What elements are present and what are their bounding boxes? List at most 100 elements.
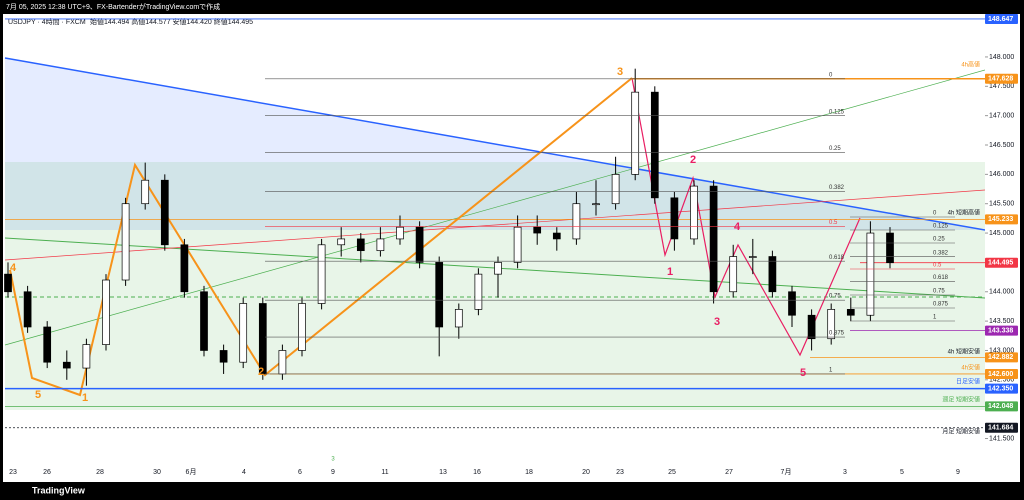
candle-body bbox=[278, 350, 287, 375]
brand: TradingView bbox=[32, 485, 86, 495]
fib-label: 0.875 bbox=[829, 331, 845, 337]
price-tag-label: 148.647 bbox=[988, 16, 1013, 23]
candle-body bbox=[180, 244, 189, 293]
wave-label: 4 bbox=[734, 221, 741, 233]
candle-body bbox=[23, 291, 32, 328]
candle-body bbox=[474, 273, 483, 310]
x-tick-label: 30 bbox=[153, 469, 161, 476]
fib-label: 0.75 bbox=[829, 294, 841, 300]
candle-body bbox=[317, 244, 326, 304]
x-tick-label: 9 bbox=[956, 469, 960, 476]
fib-label: 0.25 bbox=[829, 146, 841, 152]
price-tag bbox=[985, 325, 1018, 336]
wave-label: 2 bbox=[690, 154, 696, 166]
wave-label: 3 bbox=[617, 66, 623, 78]
fib-label: 0 bbox=[933, 211, 937, 217]
price-tag-label: 141.684 bbox=[988, 425, 1013, 432]
price-tag bbox=[985, 401, 1018, 412]
candle-body bbox=[709, 185, 718, 293]
price-tag bbox=[985, 73, 1018, 84]
fib-label: 0.5 bbox=[933, 263, 942, 269]
wave-label: 5 bbox=[35, 389, 41, 401]
y-tick-label: 144.000 bbox=[989, 289, 1014, 296]
candle-body bbox=[356, 238, 365, 252]
price-tag bbox=[985, 257, 1018, 268]
wave-label: 2 bbox=[258, 366, 264, 378]
fib-label: 0.125 bbox=[933, 224, 949, 230]
candle-body bbox=[4, 273, 12, 293]
x-tick-label: 3 bbox=[843, 469, 847, 476]
price-tag-label: 145.233 bbox=[988, 216, 1013, 223]
x-tick-label: 4 bbox=[242, 469, 246, 476]
x-tick-label: 26 bbox=[43, 469, 51, 476]
candle-body bbox=[748, 256, 757, 258]
wave-label: 1 bbox=[82, 392, 88, 404]
candle-body bbox=[435, 262, 444, 328]
level-note: 週足 短期安値 bbox=[942, 396, 980, 404]
wave-label: 5 bbox=[800, 367, 806, 379]
candle-body bbox=[807, 314, 816, 340]
candle-body bbox=[62, 361, 71, 369]
candle-body bbox=[650, 91, 659, 199]
y-tick-label: 145.000 bbox=[989, 230, 1014, 237]
candle-body bbox=[239, 303, 248, 363]
x-tick-label: 9 bbox=[331, 469, 335, 476]
wave-label: 1 bbox=[667, 266, 673, 278]
created-note: 7月 05, 2025 12:38 UTC+9、FX-BartenderがTra… bbox=[6, 2, 220, 11]
wave-pink bbox=[631, 77, 861, 357]
y-tick-label: 142.500 bbox=[989, 377, 1014, 384]
ohlc: 始値144.494 高値144.577 安値144.420 終値144.495 bbox=[90, 17, 253, 26]
fib-label: 0.618 bbox=[933, 275, 949, 281]
level-note: 4h 短期安値 bbox=[948, 348, 980, 356]
level-note: 4h高値 bbox=[961, 61, 980, 69]
candle-body bbox=[43, 326, 52, 363]
candle-body bbox=[494, 262, 502, 275]
candle-body bbox=[788, 291, 796, 316]
fib-label: 0.382 bbox=[829, 185, 845, 191]
x-tick-label: 25 bbox=[668, 469, 676, 476]
fib-label: 0.125 bbox=[829, 109, 845, 115]
price-tag bbox=[985, 368, 1018, 379]
y-tick-label: 147.500 bbox=[989, 83, 1014, 90]
candle-body bbox=[592, 203, 600, 206]
fib-label: 1 bbox=[829, 368, 833, 374]
price-tag bbox=[985, 422, 1018, 433]
candle-body bbox=[82, 344, 91, 369]
price-tag-label: 143.338 bbox=[988, 327, 1013, 334]
x-marker: 3 bbox=[331, 457, 335, 463]
candle-body bbox=[611, 174, 620, 205]
x-tick-label: 18 bbox=[525, 469, 533, 476]
price-tag bbox=[985, 383, 1018, 394]
y-tick-label: 147.000 bbox=[989, 112, 1014, 119]
level-note: 月足 短期安値 bbox=[942, 428, 980, 436]
price-tag-label: 147.628 bbox=[988, 76, 1013, 83]
candle-body bbox=[396, 226, 404, 240]
x-tick-label: 7月 bbox=[781, 468, 792, 476]
level-note: 4h 短期高値 bbox=[948, 209, 980, 217]
price-tag-label: 142.600 bbox=[988, 371, 1013, 378]
candle-body bbox=[200, 291, 208, 351]
x-tick-label: 28 bbox=[96, 469, 104, 476]
y-tick-label: 145.500 bbox=[989, 201, 1014, 208]
candle-body bbox=[513, 226, 522, 263]
fib-label: 0.5 bbox=[829, 220, 838, 226]
candle-body bbox=[102, 279, 110, 345]
x-tick-label: 27 bbox=[725, 469, 733, 476]
fib-label: 0.382 bbox=[933, 250, 949, 256]
candle-body bbox=[866, 232, 875, 316]
candle-body bbox=[690, 185, 698, 240]
price-tag bbox=[985, 352, 1018, 363]
candle-body bbox=[552, 232, 561, 240]
candle-body bbox=[827, 309, 836, 340]
candle-body bbox=[454, 309, 463, 328]
fib-label: 0.875 bbox=[933, 302, 949, 308]
level-note: 日足安値 bbox=[956, 378, 980, 386]
y-tick-label: 143.500 bbox=[989, 318, 1014, 325]
x-tick-label: 20 bbox=[582, 469, 590, 476]
candle-body bbox=[846, 309, 855, 316]
candle-body bbox=[729, 256, 738, 293]
x-tick-label: 11 bbox=[381, 469, 388, 476]
fib-label: 0.25 bbox=[933, 237, 945, 243]
